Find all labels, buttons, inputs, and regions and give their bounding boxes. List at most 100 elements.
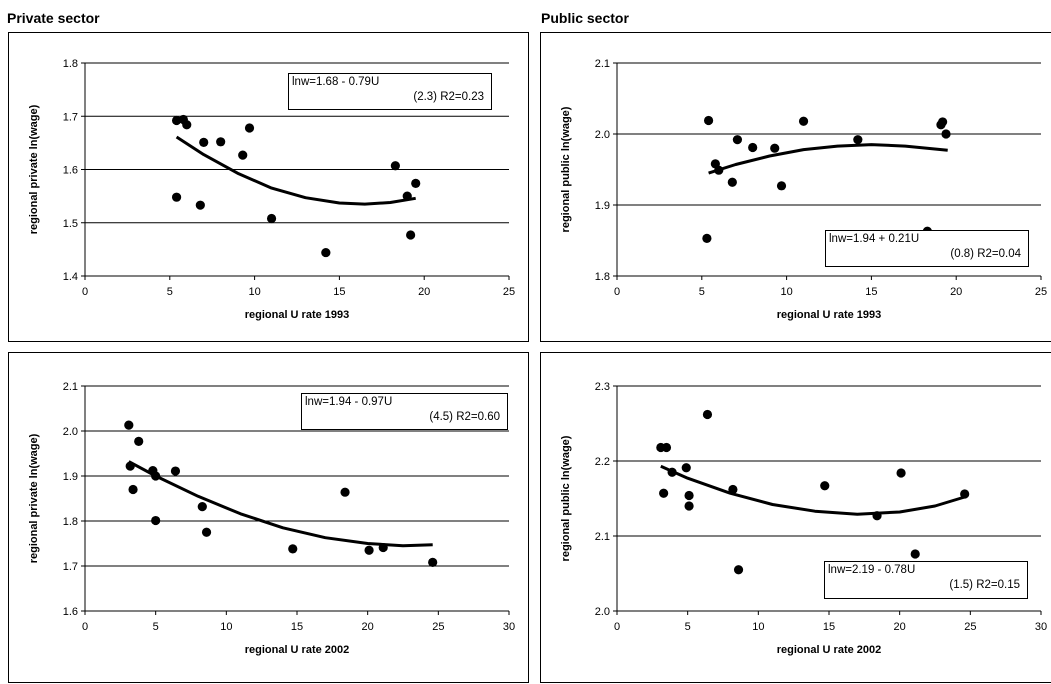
data-point <box>896 468 906 478</box>
y-axis-title: regional public ln(wage) <box>560 106 572 232</box>
data-point <box>714 165 724 175</box>
equation-text: lnw=1.94 + 0.21U <box>829 233 920 245</box>
data-point <box>732 135 743 145</box>
data-point <box>182 120 192 130</box>
data-point <box>124 420 134 430</box>
data-point <box>667 467 677 477</box>
y-tick-label: 1.6 <box>63 606 78 618</box>
y-tick-label: 1.7 <box>63 561 78 573</box>
x-tick-label: 5 <box>685 621 691 633</box>
chart-public-1993: 1.8 1.9 2.0 2.1 0 5 10 15 20 25 regional U rate 19… <box>540 32 1051 342</box>
equation-stats: (2.3) R2=0.23 <box>413 91 484 103</box>
data-point <box>128 484 138 495</box>
x-tick-label: 10 <box>220 621 232 633</box>
data-point <box>244 123 255 133</box>
y-tick-label: 2.3 <box>595 381 610 393</box>
y-tick-label: 1.9 <box>595 200 610 212</box>
data-point <box>661 442 672 453</box>
x-tick-label: 10 <box>780 286 792 298</box>
data-point <box>197 502 207 512</box>
chart-public-1993-svg: 1.8 1.9 2.0 2.1 0 5 10 15 20 25 regional U rate 19… <box>560 58 1047 321</box>
data-point <box>681 463 691 473</box>
y-axis-title: regional private ln(wage) <box>28 104 40 234</box>
x-tick-label: 10 <box>752 621 764 633</box>
x-tick-label: 5 <box>167 286 173 298</box>
x-tick-label: 0 <box>614 621 620 633</box>
chart-public-2002-svg: 2.0 2.1 2.2 2.3 0 5 10 15 20 25 30 regional U rate … <box>560 381 1047 656</box>
data-point <box>171 192 182 202</box>
chart-private-1993-svg: 1.4 1.5 1.6 1.7 1.8 0 5 10 15 20 25 regional U rate… <box>28 58 515 321</box>
data-point <box>411 178 421 188</box>
trend-curve <box>708 143 948 175</box>
data-point <box>684 490 694 501</box>
x-tick-label: 0 <box>614 286 620 298</box>
x-tick-label: 20 <box>894 621 906 633</box>
data-point <box>201 527 212 537</box>
chart-private-1993: 1.4 1.5 1.6 1.7 1.8 0 5 10 15 20 25 regional U rate… <box>8 32 529 342</box>
y-tick-label: 2.1 <box>63 381 78 393</box>
data-point <box>733 565 744 575</box>
y-tick-label: 1.5 <box>63 218 78 230</box>
trend-curve <box>175 135 416 206</box>
x-tick-label: 0 <box>82 621 88 633</box>
y-tick-label: 2.0 <box>63 426 78 438</box>
chart-private-2002-svg: 1.6 1.7 1.8 1.9 2.0 2.1 0 5 10 15 20 25 30 regional U… <box>28 381 515 656</box>
data-point <box>199 137 209 147</box>
y-tick-label: 1.4 <box>63 271 78 283</box>
x-tick-label: 15 <box>333 286 345 298</box>
trend-curve <box>128 460 433 548</box>
public-sector-title: Public sector <box>541 10 629 26</box>
data-point <box>402 191 412 201</box>
chart-public-2002: 2.0 2.1 2.2 2.3 0 5 10 15 20 25 30 regional U rate … <box>540 352 1051 683</box>
data-point <box>288 544 298 554</box>
x-axis-title: regional U rate 2002 <box>777 644 882 656</box>
y-axis-title: regional private ln(wage) <box>28 433 40 563</box>
x-tick-label: 30 <box>1035 621 1047 633</box>
equation-stats: (4.5) R2=0.60 <box>429 411 500 423</box>
y-tick-label: 2.1 <box>595 58 610 70</box>
y-tick-label: 1.8 <box>63 58 78 70</box>
y-tick-label: 2.0 <box>595 129 610 141</box>
x-tick-label: 10 <box>248 286 260 298</box>
data-point <box>170 466 181 476</box>
equation-stats: (1.5) R2=0.15 <box>949 579 1020 591</box>
data-point <box>428 557 438 567</box>
equation-stats: (0.8) R2=0.04 <box>950 248 1021 260</box>
data-point <box>216 137 226 147</box>
equation-box: lnw=1.94 + 0.21U (0.8) R2=0.04 <box>825 230 1029 267</box>
y-tick-label: 1.6 <box>63 165 78 177</box>
data-point <box>728 484 738 495</box>
y-tick-label: 2.1 <box>595 531 610 543</box>
data-point <box>820 481 830 491</box>
x-tick-label: 15 <box>823 621 835 633</box>
data-point <box>702 233 712 243</box>
data-point <box>238 150 248 160</box>
data-point <box>770 143 780 153</box>
equation-text: lnw=2.19 - 0.78U <box>828 564 916 576</box>
data-point <box>378 542 388 553</box>
data-point <box>266 213 277 224</box>
trend-curve <box>660 464 966 516</box>
x-axis-title: regional U rate 1993 <box>777 309 882 321</box>
data-point <box>364 545 374 555</box>
data-point <box>659 488 669 498</box>
data-point <box>195 200 205 210</box>
data-point <box>321 247 331 258</box>
data-point <box>941 129 951 139</box>
x-axis-title: regional U rate 1993 <box>245 309 350 321</box>
y-tick-label: 1.7 <box>63 111 78 123</box>
x-tick-label: 25 <box>1035 286 1047 298</box>
x-tick-label: 25 <box>503 286 515 298</box>
x-tick-label: 0 <box>82 286 88 298</box>
data-point <box>910 549 920 559</box>
data-point <box>151 471 161 481</box>
equation-text: lnw=1.94 - 0.97U <box>305 396 393 408</box>
x-tick-label: 20 <box>418 286 430 298</box>
x-tick-label: 20 <box>362 621 374 633</box>
data-point <box>798 116 809 126</box>
data-point <box>684 501 694 511</box>
x-tick-label: 15 <box>291 621 303 633</box>
private-sector-title: Private sector <box>7 10 100 26</box>
data-point <box>171 115 182 126</box>
y-tick-label: 2.2 <box>595 456 610 468</box>
